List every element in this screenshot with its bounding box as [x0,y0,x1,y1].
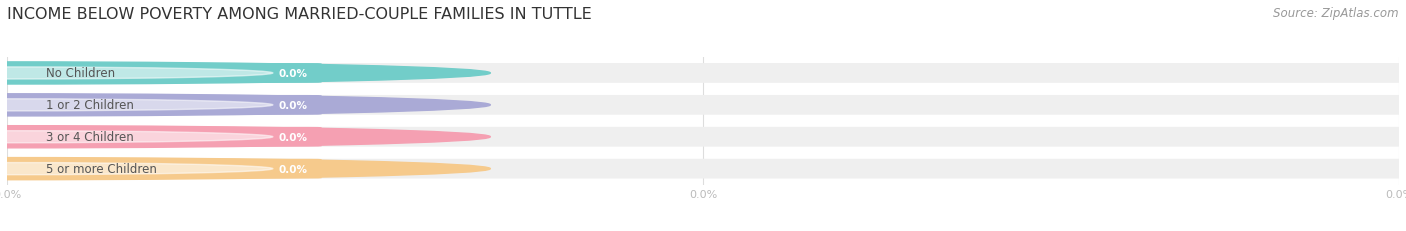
FancyBboxPatch shape [0,64,1406,83]
Text: 0.0%: 0.0% [278,132,308,142]
FancyBboxPatch shape [0,159,1406,179]
Circle shape [0,131,273,143]
Text: 5 or more Children: 5 or more Children [46,162,157,175]
Circle shape [0,63,491,85]
FancyBboxPatch shape [0,127,322,147]
Text: INCOME BELOW POVERTY AMONG MARRIED-COUPLE FAMILIES IN TUTTLE: INCOME BELOW POVERTY AMONG MARRIED-COUPL… [7,7,592,22]
Circle shape [0,126,491,148]
FancyBboxPatch shape [0,96,1406,115]
Text: No Children: No Children [46,67,115,80]
Circle shape [0,99,273,112]
Text: 3 or 4 Children: 3 or 4 Children [46,131,134,144]
Circle shape [0,158,491,180]
Text: 0.0%: 0.0% [278,100,308,110]
FancyBboxPatch shape [0,64,322,83]
FancyBboxPatch shape [0,127,1406,147]
FancyBboxPatch shape [0,159,322,179]
Circle shape [0,94,491,116]
FancyBboxPatch shape [0,96,322,115]
Text: 0.0%: 0.0% [278,69,308,79]
Text: 0.0%: 0.0% [278,164,308,174]
Circle shape [0,163,273,175]
Text: 1 or 2 Children: 1 or 2 Children [46,99,134,112]
Circle shape [0,67,273,80]
Text: Source: ZipAtlas.com: Source: ZipAtlas.com [1274,7,1399,20]
